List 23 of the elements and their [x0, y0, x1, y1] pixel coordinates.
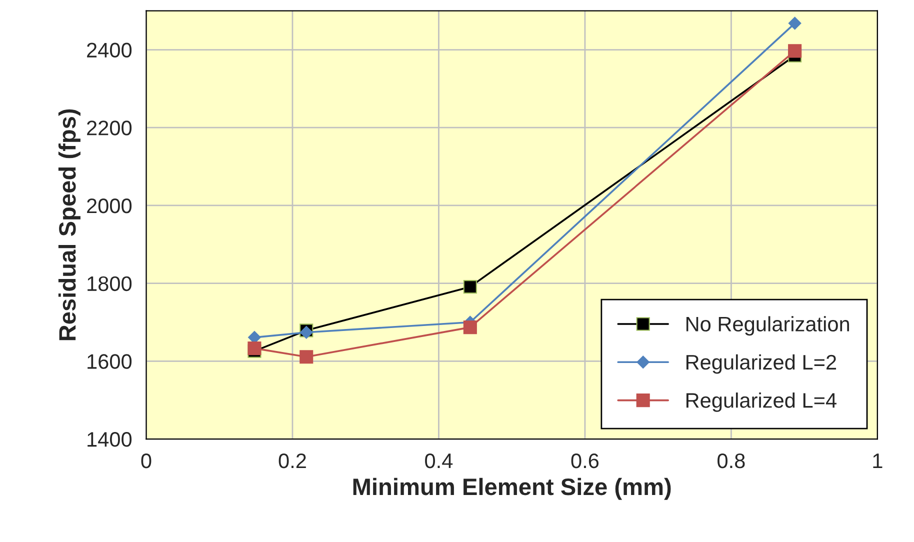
x-tick-label: 0: [141, 453, 152, 468]
legend-label: Regularized L=4: [686, 392, 836, 412]
legend-label: No Regularization: [686, 316, 850, 336]
point: [788, 44, 802, 58]
point: [788, 16, 802, 30]
point: [248, 342, 262, 356]
x-tick-label: 0.8: [718, 453, 745, 468]
x-tick-label: 1: [873, 454, 882, 468]
point: [463, 320, 477, 334]
x-axis-title: Minimum Element Size (mm): [353, 478, 671, 500]
y-tick-label: 2000: [87, 198, 132, 214]
y-tick-label: 2200: [87, 120, 132, 136]
y-tick-label: 1400: [88, 432, 132, 447]
y-tick-label: 2400: [87, 42, 132, 58]
x-tick-label: 0.4: [425, 453, 453, 468]
y-tick-label: 1800: [88, 276, 132, 292]
y-axis-title: Residual Speed (fps): [58, 109, 80, 340]
point: [463, 280, 477, 294]
legend-label: Regularized L=2: [686, 354, 836, 374]
x-tick-label: 0.2: [278, 453, 306, 468]
point: [300, 350, 314, 364]
y-tick-label: 1600: [88, 354, 132, 369]
x-tick-label: 0.6: [571, 453, 599, 468]
